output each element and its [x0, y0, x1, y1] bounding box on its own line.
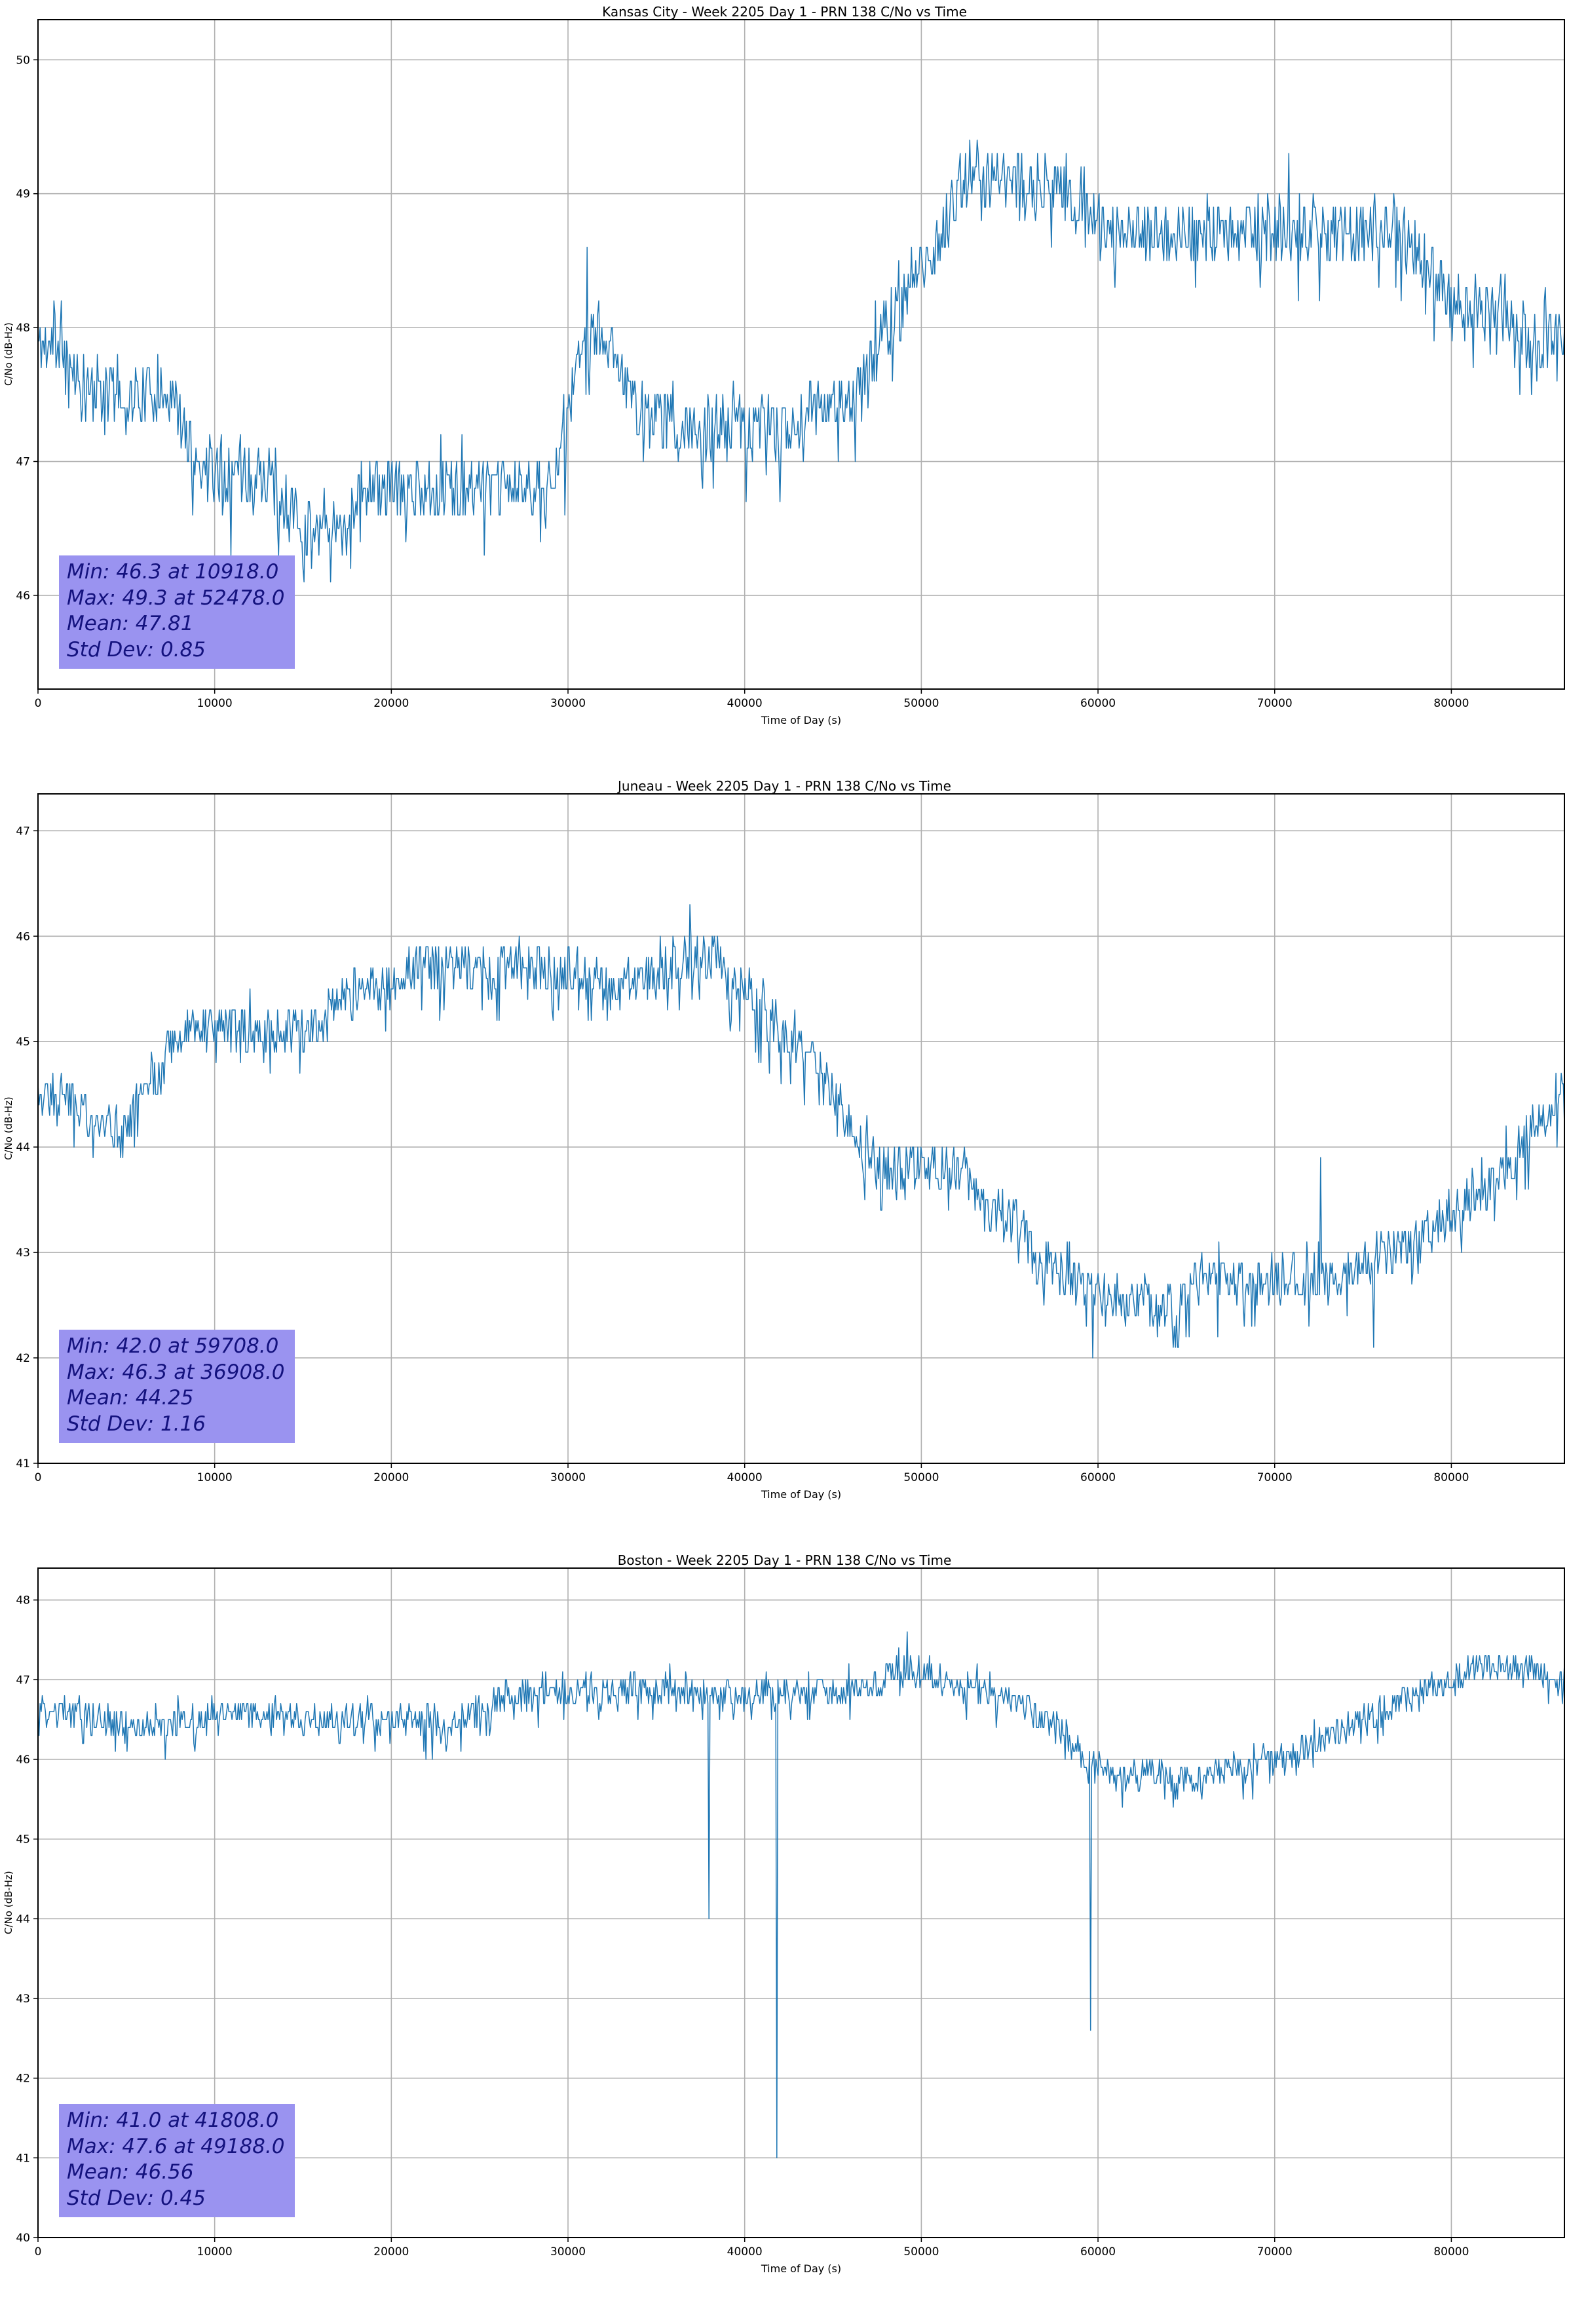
- chart-canvas-juneau: 0 10000 20000 30000 40000 50000 60000 70000 8000…: [16, 793, 1565, 1484]
- y-tick-label: 43: [16, 1993, 30, 2006]
- stats-max: Max: 47.6 at 49188.0: [67, 2134, 285, 2158]
- y-axis-label: C/No (dB-Hz): [3, 1096, 14, 1161]
- x-tick-label: 0: [35, 2245, 42, 2258]
- stats-max: Max: 49.3 at 52478.0: [67, 586, 285, 610]
- stats-box: Min: 41.0 at 41808.0 Max: 47.6 at 49188.…: [59, 2104, 295, 2217]
- x-tick-label: 20000: [373, 2245, 409, 2258]
- plot-border: [37, 1567, 1565, 2238]
- stats-std: Std Dev: 0.45: [67, 2186, 206, 2211]
- chart-title: Boston - Week 2205 Day 1 - PRN 138 C/No …: [617, 1552, 952, 1568]
- figure-juneau: 0 10000 20000 30000 40000 50000 60000 70000 8000…: [0, 774, 1569, 1548]
- stats-box: Min: 46.3 at 10918.0 Max: 49.3 at 52478.…: [59, 555, 295, 669]
- y-tick-label: 47: [16, 825, 30, 838]
- x-tick-label: 20000: [373, 1471, 409, 1484]
- x-tick-label: 60000: [1080, 2245, 1116, 2258]
- y-tick-label: 42: [16, 2072, 30, 2086]
- plot-border: [37, 793, 1565, 1464]
- x-tick-label: 40000: [727, 1471, 763, 1484]
- x-tick-label: 10000: [197, 1471, 233, 1484]
- y-tick-label: 49: [16, 188, 30, 201]
- y-tick-label: 48: [16, 322, 30, 335]
- y-tick-label: 46: [16, 930, 30, 943]
- x-tick-label: 50000: [903, 1471, 939, 1484]
- x-axis-label: Time of Day (s): [761, 1488, 842, 1501]
- y-axis-label: C/No (dB-Hz): [3, 322, 14, 386]
- y-tick-label: 45: [16, 1036, 30, 1049]
- y-tick-label: 50: [16, 54, 30, 67]
- x-tick-label: 30000: [550, 2245, 586, 2258]
- chart-title: Juneau - Week 2205 Day 1 - PRN 138 C/No …: [618, 778, 951, 794]
- y-tick-label: 47: [16, 1674, 30, 1687]
- x-tick-label: 40000: [727, 2245, 763, 2258]
- x-tick-label: 70000: [1257, 697, 1293, 710]
- chart-title: Kansas City - Week 2205 Day 1 - PRN 138 …: [602, 4, 967, 20]
- x-tick-label: 10000: [197, 697, 233, 710]
- x-axis-label: Time of Day (s): [761, 2262, 842, 2275]
- stats-box: Min: 42.0 at 59708.0 Max: 46.3 at 36908.…: [59, 1330, 295, 1443]
- x-tick-label: 30000: [550, 697, 586, 710]
- x-tick-label: 0: [35, 697, 42, 710]
- stats-mean: Mean: 44.25: [67, 1386, 194, 1410]
- x-tick-label: 50000: [903, 2245, 939, 2258]
- x-tick-label: 80000: [1433, 2245, 1469, 2258]
- x-tick-label: 30000: [550, 1471, 586, 1484]
- x-tick-label: 80000: [1433, 1471, 1469, 1484]
- x-tick-label: 80000: [1433, 697, 1469, 710]
- stats-min: Min: 41.0 at 41808.0: [67, 2108, 279, 2132]
- series-line: [37, 1631, 1565, 2159]
- y-tick-label: 40: [16, 2232, 30, 2245]
- y-axis-label: C/No (dB-Hz): [3, 1871, 14, 1935]
- y-tick-label: 44: [16, 1913, 30, 1926]
- stats-std: Std Dev: 0.85: [67, 638, 206, 662]
- stats-min: Min: 46.3 at 10918.0: [67, 560, 279, 584]
- y-tick-label: 48: [16, 1594, 30, 1607]
- plot-border: [37, 19, 1565, 690]
- figure-boston: 0 10000 20000 30000 40000 50000 60000 70000 8000…: [0, 1548, 1569, 2323]
- chart-canvas-kansas-city: 0 10000 20000 30000 40000 50000 60000 70000 8000…: [16, 19, 1565, 710]
- x-tick-label: 20000: [373, 697, 409, 710]
- stats-max: Max: 46.3 at 36908.0: [67, 1360, 285, 1384]
- y-tick-label: 45: [16, 1833, 30, 1846]
- series-line: [37, 904, 1565, 1359]
- x-axis-label: Time of Day (s): [761, 714, 842, 726]
- series-line: [38, 140, 1565, 583]
- figure-kansas-city: 0 10000 20000 30000 40000 50000 60000 70000 8000…: [0, 0, 1569, 774]
- y-tick-label: 41: [16, 2152, 30, 2165]
- stats-min: Min: 42.0 at 59708.0: [67, 1334, 279, 1358]
- x-tick-label: 70000: [1257, 2245, 1293, 2258]
- y-tick-label: 42: [16, 1352, 30, 1365]
- y-tick-label: 44: [16, 1141, 30, 1154]
- x-tick-label: 10000: [197, 2245, 233, 2258]
- x-tick-label: 60000: [1080, 697, 1116, 710]
- y-tick-label: 46: [16, 1753, 30, 1767]
- x-tick-label: 40000: [727, 697, 763, 710]
- x-tick-label: 70000: [1257, 1471, 1293, 1484]
- stats-mean: Mean: 47.81: [67, 612, 194, 636]
- y-tick-label: 46: [16, 590, 30, 603]
- stats-std: Std Dev: 1.16: [67, 1412, 206, 1436]
- chart-canvas-boston: 0 10000 20000 30000 40000 50000 60000 70000 8000…: [16, 1567, 1565, 2258]
- x-tick-label: 60000: [1080, 1471, 1116, 1484]
- stats-mean: Mean: 46.56: [67, 2160, 194, 2184]
- x-tick-label: 50000: [903, 697, 939, 710]
- y-tick-label: 47: [16, 456, 30, 469]
- y-tick-label: 41: [16, 1457, 30, 1471]
- x-tick-label: 0: [35, 1471, 42, 1484]
- y-tick-label: 43: [16, 1246, 30, 1260]
